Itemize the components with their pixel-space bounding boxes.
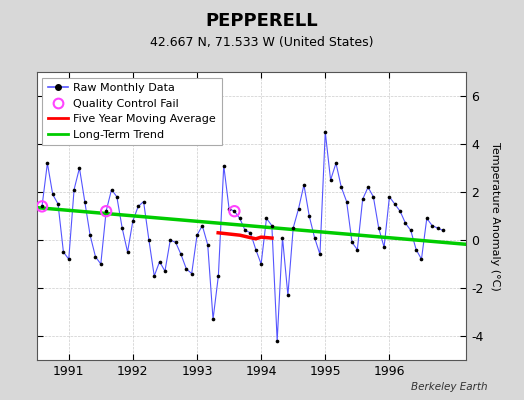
Point [230, 208, 238, 214]
Point [364, 184, 372, 190]
Point [81, 198, 89, 205]
Point [177, 251, 185, 258]
Point [369, 194, 378, 200]
Point [316, 251, 324, 258]
Point [390, 201, 399, 207]
Point [241, 227, 249, 234]
Point [310, 234, 319, 241]
Point [380, 244, 388, 250]
Point [38, 203, 46, 210]
Point [134, 203, 143, 210]
Point [64, 256, 73, 262]
Point [113, 194, 121, 200]
Point [332, 160, 340, 166]
Point [96, 261, 105, 267]
Point [225, 206, 233, 212]
Point [433, 225, 442, 231]
Point [246, 230, 255, 236]
Point [422, 215, 431, 222]
Point [59, 249, 68, 255]
Point [182, 266, 191, 272]
Point [156, 258, 164, 265]
Point [236, 215, 244, 222]
Point [278, 234, 287, 241]
Point [321, 129, 330, 135]
Point [257, 261, 265, 267]
Point [166, 237, 174, 243]
Point [283, 292, 292, 298]
Point [220, 162, 228, 169]
Point [412, 246, 420, 253]
Point [439, 227, 447, 234]
Text: 42.667 N, 71.533 W (United States): 42.667 N, 71.533 W (United States) [150, 36, 374, 49]
Point [407, 227, 415, 234]
Point [123, 249, 132, 255]
Point [198, 222, 206, 229]
Point [171, 239, 180, 246]
Point [102, 208, 111, 214]
Point [305, 213, 313, 219]
Point [273, 338, 281, 344]
Point [145, 237, 153, 243]
Text: PEPPERELL: PEPPERELL [206, 12, 318, 30]
Point [38, 203, 46, 210]
Point [337, 184, 345, 190]
Point [209, 316, 217, 322]
Legend: Raw Monthly Data, Quality Control Fail, Five Year Moving Average, Long-Term Tren: Raw Monthly Data, Quality Control Fail, … [42, 78, 222, 145]
Point [102, 208, 111, 214]
Point [375, 225, 383, 231]
Point [214, 273, 223, 279]
Point [396, 208, 405, 214]
Point [358, 196, 367, 202]
Point [294, 206, 303, 212]
Point [75, 165, 84, 171]
Point [353, 246, 362, 253]
Point [91, 254, 100, 260]
Point [343, 198, 351, 205]
Point [263, 215, 271, 222]
Point [268, 222, 276, 229]
Point [150, 273, 158, 279]
Point [385, 194, 394, 200]
Point [86, 232, 94, 238]
Point [49, 191, 57, 198]
Point [161, 268, 169, 274]
Point [300, 182, 308, 188]
Point [348, 239, 356, 246]
Point [43, 160, 51, 166]
Point [118, 225, 126, 231]
Y-axis label: Temperature Anomaly (°C): Temperature Anomaly (°C) [490, 142, 500, 290]
Point [289, 225, 298, 231]
Point [326, 177, 335, 183]
Point [203, 242, 212, 248]
Point [428, 222, 436, 229]
Point [230, 208, 238, 214]
Point [70, 186, 78, 193]
Point [107, 186, 116, 193]
Point [401, 220, 410, 226]
Text: Berkeley Earth: Berkeley Earth [411, 382, 487, 392]
Point [54, 201, 62, 207]
Point [417, 256, 425, 262]
Point [193, 232, 201, 238]
Point [139, 198, 148, 205]
Point [129, 218, 137, 224]
Point [252, 246, 260, 253]
Point [188, 270, 196, 277]
